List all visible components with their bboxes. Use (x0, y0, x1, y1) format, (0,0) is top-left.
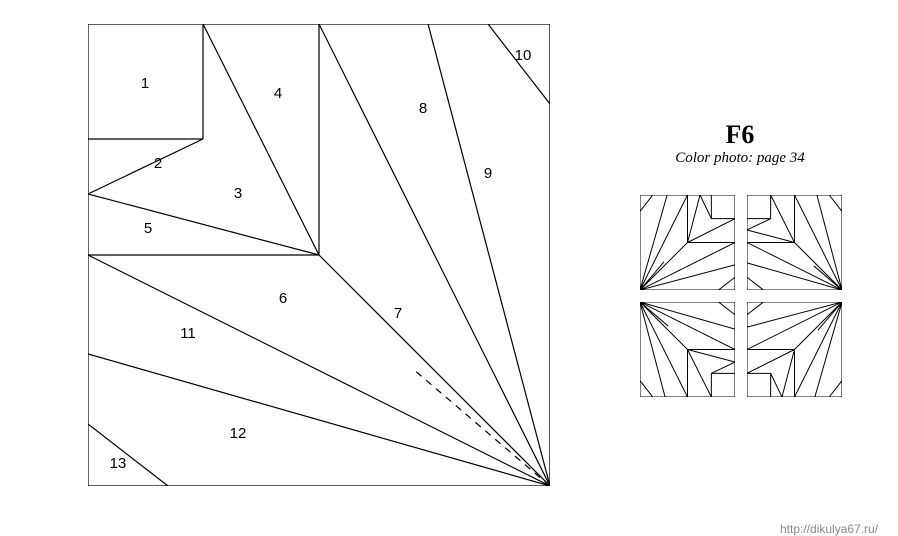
svg-text:2: 2 (154, 155, 162, 172)
svg-text:3: 3 (234, 185, 242, 202)
svg-text:5: 5 (144, 220, 152, 237)
main-block-svg: 12345678910111213 (88, 24, 550, 486)
svg-text:11: 11 (180, 325, 196, 342)
source-watermark: http://dikulya67.ru/ (780, 522, 878, 536)
mini-block-1 (747, 195, 842, 290)
mini-block-0 (640, 195, 735, 290)
svg-text:6: 6 (279, 290, 287, 307)
svg-text:13: 13 (110, 455, 127, 472)
mini-block-2 (640, 302, 735, 397)
svg-text:7: 7 (394, 305, 402, 322)
svg-text:12: 12 (230, 425, 247, 442)
pattern-title-block: F6 Color photo: page 34 (640, 120, 840, 167)
main-quilt-block: 12345678910111213 (88, 24, 550, 486)
svg-text:8: 8 (419, 100, 427, 117)
pattern-code: F6 (640, 120, 840, 150)
svg-text:1: 1 (141, 75, 149, 92)
svg-text:4: 4 (274, 85, 282, 102)
page: { "canvas": { "width": 898, "height": 53… (0, 0, 898, 533)
svg-text:10: 10 (515, 47, 532, 64)
mini-block-3 (747, 302, 842, 397)
pattern-subtitle: Color photo: page 34 (640, 150, 840, 167)
svg-text:9: 9 (484, 165, 492, 182)
